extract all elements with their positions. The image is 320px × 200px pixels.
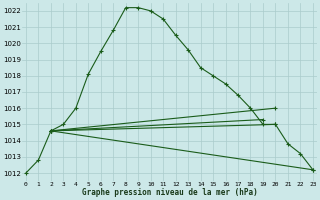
X-axis label: Graphe pression niveau de la mer (hPa): Graphe pression niveau de la mer (hPa) — [82, 188, 257, 197]
